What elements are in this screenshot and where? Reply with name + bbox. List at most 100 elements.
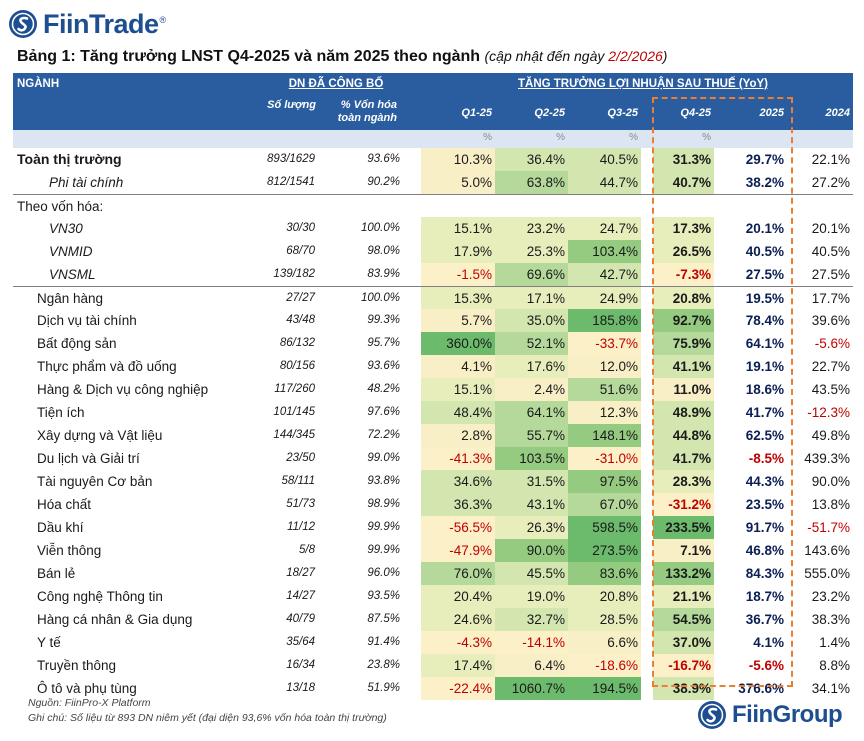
cap-share: 51.9% <box>367 682 400 694</box>
growth-q4: 20.8% <box>653 287 714 310</box>
table-row: Bán lẻ 18/27 96.0% 76.0% 45.5% 83.6% 133.2% 84.… <box>13 562 853 585</box>
growth-y25: 27.5% <box>745 267 784 282</box>
table-row: Hàng & Dịch vụ công nghiệp 117/260 48.2% 15… <box>13 378 853 401</box>
sector-name: Bất động sản <box>37 336 117 351</box>
disclosed-count: 11/12 <box>287 521 315 533</box>
growth-q2: 45.5% <box>495 562 568 585</box>
fiingroup-logo: FiinGroup <box>697 700 843 730</box>
table-row: Thực phẩm và đồ uống 80/156 93.6% 4.1% 17.6%… <box>13 355 853 378</box>
growth-q2: -14.1% <box>495 631 568 654</box>
growth-y25: 78.4% <box>745 313 784 328</box>
table-row: VNMID 68/70 98.0% 17.9% 25.3% 103.4% 26.5% 40.5… <box>13 240 853 263</box>
growth-q4: -31.2% <box>653 493 714 516</box>
growth-y25: 64.1% <box>745 336 784 351</box>
table-row: VNSML 139/182 83.9% -1.5% 69.6% 42.7% -7.3% 27.… <box>13 263 853 286</box>
growth-y24: -51.7% <box>807 520 850 535</box>
sector-name: Hóa chất <box>37 497 92 512</box>
growth-y24: 20.1% <box>811 221 850 236</box>
source-note: Nguồn: FiinPro-X Platform <box>28 697 151 709</box>
cap-share: 95.7% <box>367 337 400 349</box>
growth-y24: 22.1% <box>811 152 850 167</box>
growth-q1: -47.9% <box>421 539 495 562</box>
sector-name: Xây dựng và Vật liệu <box>37 428 163 443</box>
growth-q3: 44.7% <box>568 171 641 194</box>
growth-y24: -5.6% <box>814 336 850 351</box>
growth-q3: 103.4% <box>568 240 641 263</box>
table-row: Ngân hàng 27/27 100.0% 15.3% 17.1% 24.9% 20.8%… <box>13 286 853 310</box>
growth-y24: 22.7% <box>811 359 850 374</box>
growth-q3: 273.5% <box>568 539 641 562</box>
growth-q1: 5.0% <box>421 171 495 194</box>
growth-q1: -1.5% <box>421 263 495 286</box>
unit-row: % % % % <box>13 130 853 148</box>
disclosed-count: 68/70 <box>286 245 315 257</box>
growth-y24: 23.2% <box>811 589 850 604</box>
growth-q3: -33.7% <box>568 332 641 355</box>
table-row: Hàng cá nhân & Gia dụng 40/79 87.5% 24.6% 32… <box>13 608 853 631</box>
growth-y24: 34.1% <box>811 681 850 696</box>
growth-q4: 54.5% <box>653 608 714 631</box>
disclosed-count: 40/79 <box>286 613 315 625</box>
growth-y24: 38.3% <box>811 612 850 627</box>
table-row: Toàn thị trường 893/1629 93.6% 10.3% 36.4% 40… <box>13 148 853 171</box>
header-group-disclosed: DN ĐÃ CÔNG BỐ <box>288 78 384 90</box>
footer-brand-name: FiinGroup <box>732 701 843 728</box>
growth-q1: 15.1% <box>421 217 495 240</box>
growth-q1: 15.3% <box>421 287 495 310</box>
sector-name: Y tế <box>37 635 61 650</box>
sector-name: Viễn thông <box>37 543 102 558</box>
growth-q4: 48.9% <box>653 401 714 424</box>
growth-q4: 92.7% <box>653 309 714 332</box>
growth-y24: 17.7% <box>811 291 850 306</box>
cap-share: 83.9% <box>367 268 400 280</box>
growth-q3: 40.5% <box>568 148 641 171</box>
table-header: NGÀNH DN ĐÃ CÔNG BỐ TĂNG TRƯỞNG LỢI NHUẬ… <box>13 73 853 130</box>
fiingroup-logo-icon <box>698 701 726 729</box>
growth-q2: 52.1% <box>495 332 568 355</box>
growth-q2: 17.1% <box>495 287 568 310</box>
growth-q4: 21.1% <box>653 585 714 608</box>
growth-q4: 44.8% <box>653 424 714 447</box>
table-row: Bất động sản 86/132 95.7% 360.0% 52.1% -33.7%… <box>13 332 853 355</box>
growth-q1: 4.1% <box>421 355 495 378</box>
table-body: Toàn thị trường 893/1629 93.6% 10.3% 36.4% 40… <box>13 148 853 700</box>
growth-y25: 18.7% <box>745 589 784 604</box>
growth-y25: -8.5% <box>748 451 784 466</box>
growth-q3: 194.5% <box>568 677 641 700</box>
growth-y24: 43.5% <box>811 382 850 397</box>
cap-share: 99.9% <box>367 544 400 556</box>
header-q3: Q3-25 <box>607 107 638 119</box>
fiintrade-logo-icon <box>9 10 37 38</box>
table-row: VN30 30/30 100.0% 15.1% 23.2% 24.7% 17.3% 20.1%… <box>13 217 853 240</box>
header-q2: Q2-25 <box>534 107 565 119</box>
growth-y25: 19.5% <box>745 291 784 306</box>
table-row: Dịch vụ tài chính 43/48 99.3% 5.7% 35.0% 185.… <box>13 309 853 332</box>
table-row: Tiện ích 101/145 97.6% 48.4% 64.1% 12.3% 48.9%… <box>13 401 853 424</box>
table-row: Phi tài chính 812/1541 90.2% 5.0% 63.8% 44.7%… <box>13 171 853 194</box>
growth-y25: 62.5% <box>745 428 784 443</box>
growth-y25: 376.6% <box>738 681 784 696</box>
footnote: Ghi chú: Số liệu từ 893 DN niêm yết (đại… <box>28 712 387 724</box>
growth-q3: 51.6% <box>568 378 641 401</box>
growth-y25: 84.3% <box>745 566 784 581</box>
growth-q2: 43.1% <box>495 493 568 516</box>
brand-name: FiinTrade® <box>43 8 166 39</box>
cap-share: 72.2% <box>367 429 400 441</box>
growth-y24: 1.4% <box>819 635 850 650</box>
growth-q1: -41.3% <box>421 447 495 470</box>
growth-q2: 25.3% <box>495 240 568 263</box>
growth-y25: 41.7% <box>745 405 784 420</box>
disclosed-count: 16/34 <box>286 659 315 671</box>
fiintrade-logo: FiinTrade® <box>8 7 166 41</box>
growth-q3: 83.6% <box>568 562 641 585</box>
sector-name: Thực phẩm và đồ uống <box>37 359 177 374</box>
q4-2025-highlight-box <box>652 97 793 687</box>
growth-q4: 41.7% <box>653 447 714 470</box>
table-row: Truyền thông 16/34 23.8% 17.4% 6.4% -18.6% -16… <box>13 654 853 677</box>
sector-name: Truyền thông <box>37 658 117 673</box>
cap-share: 98.9% <box>367 498 400 510</box>
growth-q1: 360.0% <box>421 332 495 355</box>
growth-y25: 20.1% <box>745 221 784 236</box>
sector-name: Tài nguyên Cơ bản <box>37 474 153 489</box>
sector-name: Bán lẻ <box>37 566 76 581</box>
